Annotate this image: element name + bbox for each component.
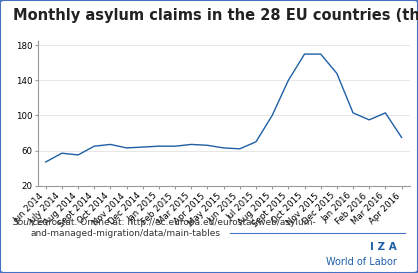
Text: : Eurostat. Online at: http://ec.europa.eu/eurostat/web/asylum-
and-managed-migr: : Eurostat. Online at: http://ec.europa.… [31, 218, 316, 238]
Text: Source: Source [13, 218, 44, 227]
Text: World of Labor: World of Labor [326, 257, 397, 267]
Text: I Z A: I Z A [370, 242, 397, 252]
Text: Monthly asylum claims in the 28 EU countries (thousands): Monthly asylum claims in the 28 EU count… [13, 8, 418, 23]
